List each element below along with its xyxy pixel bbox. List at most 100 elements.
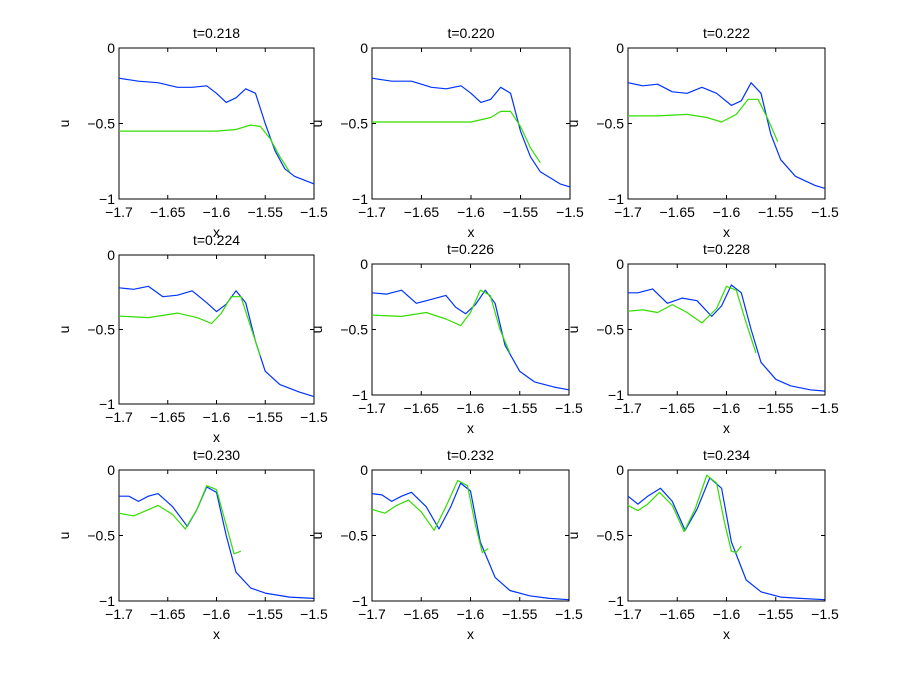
x-tick-label: −1.7 [105,409,133,425]
subplot-2: −1.7 −1.65 −1.6 −1.55 −1.5 0 −0.5 −1 t=0.220 x u [309,25,584,240]
subplot-8: −1.7 −1.65 −1.6 −1.55 −1.5 0 −0.5 −1 t=0.232 x u [309,447,583,642]
y-tick-label: −1 [352,593,368,609]
series-line-1 [627,82,826,189]
plot-area [371,469,570,602]
series-line-2 [628,98,779,142]
subplot-title: t=0.226 [447,241,494,257]
x-tick-label: −1.6 [713,204,741,220]
x-tick-label: −1.7 [358,204,386,220]
x-tick-label: −1.5 [811,204,839,220]
x-tick-label: −1.7 [614,400,642,416]
subplot-7: −1.7 −1.65 −1.6 −1.55 −1.5 0 −0.5 −1 t=0.230 x u [56,447,328,642]
series-line-2 [372,110,541,164]
y-tick-label: −1 [99,191,115,207]
subplot-title: t=0.230 [193,447,240,463]
series-line-1 [371,482,570,601]
x-tick-label: −1.7 [105,204,133,220]
x-tick-label: −1.5 [811,400,839,416]
y-axis-label: u [56,326,72,334]
y-tick-label: −1 [352,387,368,403]
series-line-1 [628,284,826,392]
x-tick-label: −1.5 [300,606,328,622]
y-tick-label: 0 [616,40,624,56]
y-tick-label: −1 [608,593,624,609]
subplot-title: t=0.224 [193,232,240,248]
x-tick-label: −1.65 [660,606,696,622]
x-tick-label: −1.65 [660,400,696,416]
x-tick-label: −1.6 [203,606,231,622]
x-tick-label: −1.6 [457,400,485,416]
x-axis-label: x [723,626,730,642]
x-axis-label: x [213,224,220,240]
y-tick-label: −1 [99,593,115,609]
series-line-2 [627,285,757,354]
y-tick-label: 0 [107,462,115,478]
x-tick-label: −1.65 [150,606,186,622]
series-line-2 [627,474,742,554]
y-tick-label: 0 [107,40,115,56]
x-axis-label: x [213,626,220,642]
y-axis-label: u [56,120,72,128]
x-tick-label: −1.6 [203,409,231,425]
y-tick-label: −0.5 [87,322,115,338]
y-tick-label: −0.5 [340,322,368,338]
y-tick-label: −0.5 [340,116,368,132]
subplot-title: t=0.220 [447,25,494,41]
y-tick-label: −0.5 [87,528,115,544]
x-tick-label: −1.55 [502,400,538,416]
x-tick-label: −1.65 [404,204,440,220]
x-tick-label: −1.6 [457,204,485,220]
x-tick-label: −1.7 [614,606,642,622]
subplot-title: t=0.234 [703,447,750,463]
x-tick-label: −1.7 [358,606,386,622]
x-tick-label: −1.65 [150,204,186,220]
x-tick-label: −1.55 [502,606,538,622]
plot-area [118,47,315,200]
y-tick-label: 0 [616,256,624,272]
y-tick-label: −0.5 [340,528,368,544]
series-line-2 [118,296,261,357]
y-tick-label: −0.5 [596,116,624,132]
x-tick-label: −1.65 [404,400,440,416]
y-axis-label: u [309,532,325,540]
subplot-6: −1.7 −1.65 −1.6 −1.55 −1.5 0 −0.5 −1 t=0.228 x u [565,241,839,436]
subplot-5: −1.7 −1.65 −1.6 −1.55 −1.5 0 −0.5 −1 t=0.226 x u [309,241,583,436]
subplot-3: −1.7 −1.65 −1.6 −1.55 −1.5 0 −0.5 −1 t=0.222 x u [565,25,839,240]
y-tick-label: 0 [107,247,115,263]
x-tick-label: −1.7 [614,204,642,220]
plot-area [371,47,571,200]
x-tick-label: −1.5 [811,606,839,622]
series-line-1 [118,77,315,185]
y-axis-label: u [309,326,325,334]
subplot-4: −1.7 −1.65 −1.6 −1.55 −1.5 0 −0.5 −1 t=0.224 x u [56,232,328,445]
x-tick-label: −1.5 [300,409,328,425]
y-axis-label: u [565,532,581,540]
plot-area [627,47,826,200]
x-axis-label: x [467,626,474,642]
x-tick-label: −1.6 [713,400,741,416]
x-axis-label: x [467,420,474,436]
y-axis-label: u [565,120,581,128]
y-tick-label: −1 [352,191,368,207]
series-line-1 [371,77,571,188]
x-tick-label: −1.65 [404,606,440,622]
x-tick-label: −1.55 [503,204,539,220]
x-tick-label: −1.5 [556,204,584,220]
series-line-2 [371,479,489,554]
x-tick-label: −1.55 [248,204,284,220]
y-tick-label: −1 [608,387,624,403]
subplot-title: t=0.232 [447,447,494,463]
x-axis-label: x [213,429,220,445]
plot-area [118,254,315,405]
x-axis-label: x [723,224,730,240]
x-tick-label: −1.55 [758,400,794,416]
y-axis-label: u [56,532,72,540]
x-tick-label: −1.65 [150,409,186,425]
x-tick-label: −1.55 [758,204,794,220]
y-tick-label: −1 [99,396,115,412]
x-tick-label: −1.55 [248,409,284,425]
y-axis-label: u [309,120,325,128]
plot-area [627,263,826,396]
y-tick-label: 0 [360,462,368,478]
